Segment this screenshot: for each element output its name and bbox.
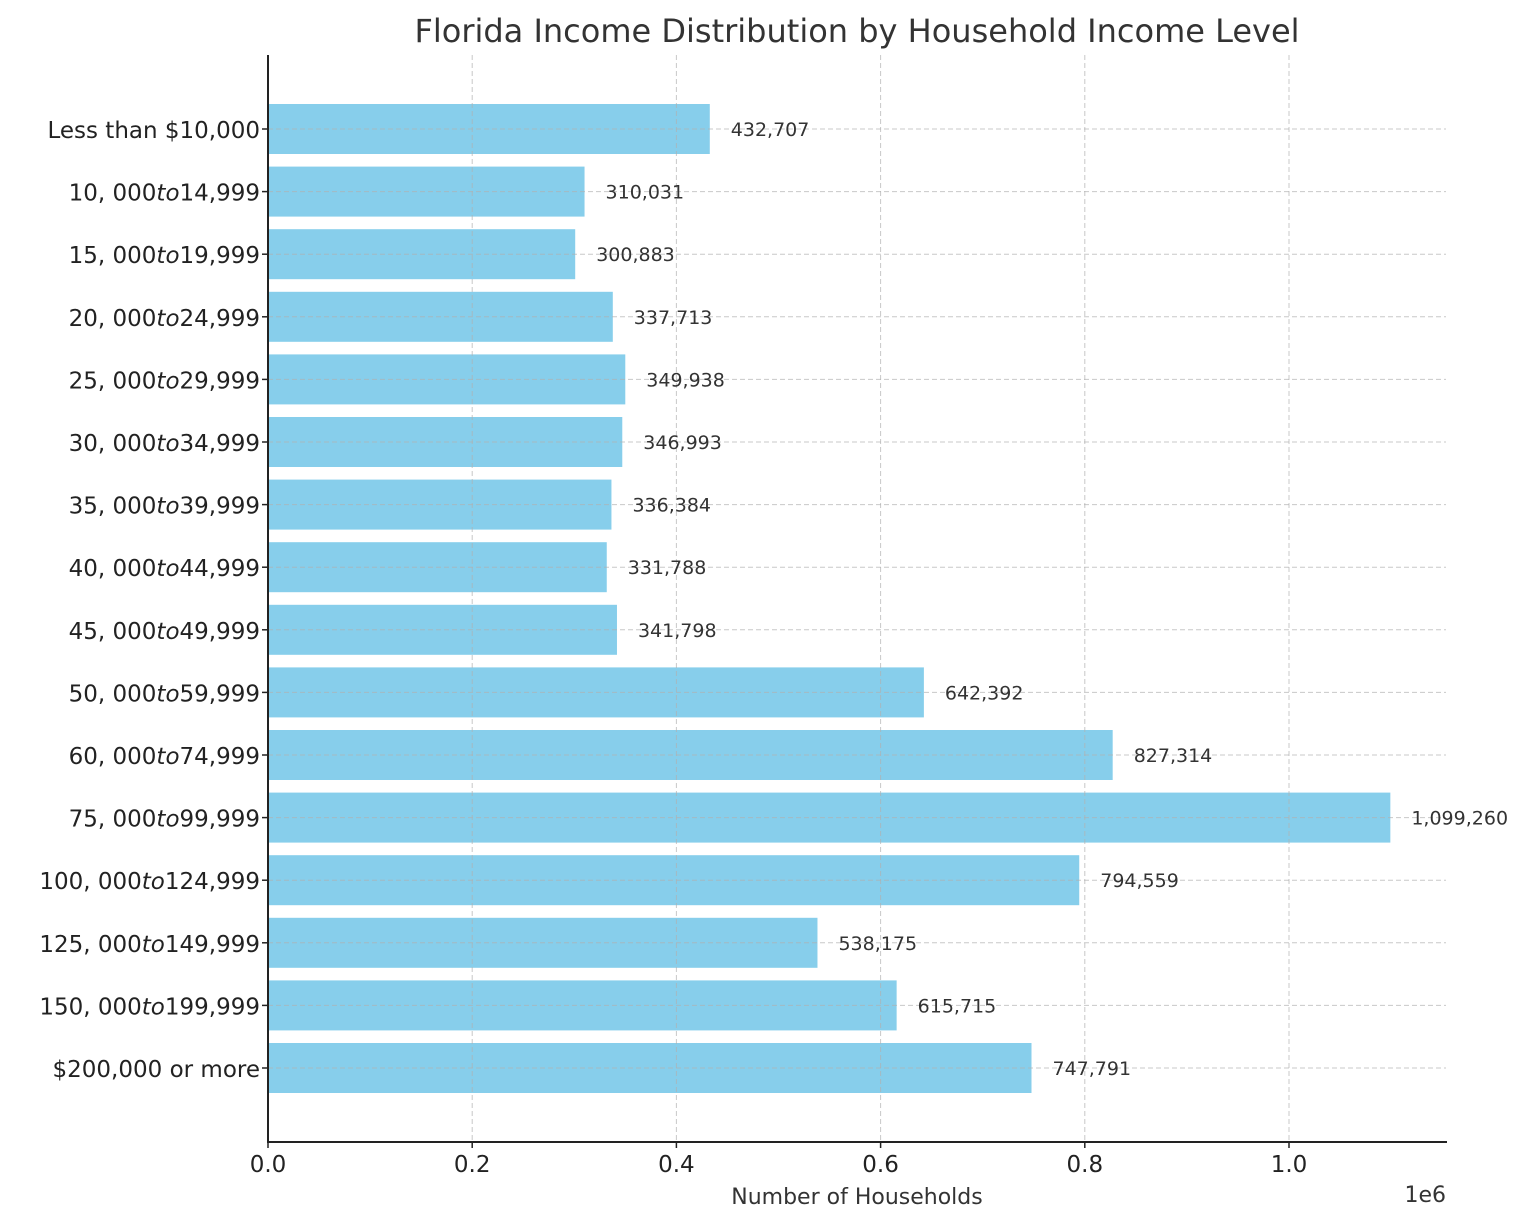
data-label: 331,788 (628, 557, 707, 579)
y-tick-label: 60, 000to74,999 (69, 744, 260, 770)
data-label: 747,791 (1052, 1058, 1131, 1080)
y-tick-label: 50, 000to59,999 (69, 681, 260, 707)
y-tick-label: $200,000 or more (53, 1057, 260, 1083)
y-tick-label: 30, 000to34,999 (69, 431, 260, 457)
data-label: 827,314 (1134, 745, 1213, 767)
data-label: 794,559 (1100, 870, 1179, 892)
y-tick-label: 45, 000to49,999 (69, 619, 260, 645)
x-tick-label: 0.2 (454, 1152, 491, 1178)
y-tick-label: 25, 000to29,999 (69, 368, 260, 394)
x-tick-label: 1.0 (1271, 1152, 1308, 1178)
data-label: 336,384 (632, 495, 711, 517)
y-tick-label: 35, 000to39,999 (69, 494, 260, 520)
y-tick-label: Less than $10,000 (47, 118, 260, 144)
data-label: 1,099,260 (1411, 808, 1508, 830)
y-tick-label: 100, 000to124,999 (39, 869, 260, 895)
y-tick-label: 10, 000to14,999 (69, 181, 260, 207)
data-label: 349,938 (646, 369, 725, 391)
x-tick-label: 0.4 (658, 1152, 695, 1178)
y-tick-label: 150, 000to199,999 (39, 994, 260, 1020)
y-tick-label: 20, 000to24,999 (69, 306, 260, 332)
y-tick-label: 15, 000to19,999 (69, 243, 260, 269)
data-label: 642,392 (945, 682, 1024, 704)
x-axis-label: Number of Households (731, 1185, 982, 1210)
data-label: 310,031 (606, 182, 685, 204)
bar (268, 166, 585, 217)
x-tick-label: 0.8 (1067, 1152, 1104, 1178)
bar (268, 730, 1113, 780)
data-label: 346,993 (643, 432, 722, 454)
chart-title: Florida Income Distribution by Household… (414, 12, 1299, 50)
data-label: 615,715 (918, 995, 997, 1017)
data-label: 432,707 (731, 119, 810, 141)
data-label: 300,883 (596, 244, 675, 266)
data-label: 341,798 (638, 620, 717, 642)
x-tick-label: 0.6 (862, 1152, 899, 1178)
y-tick-label: 75, 000to99,999 (69, 807, 260, 833)
data-label: 538,175 (838, 933, 917, 955)
x-tick-label: 0.0 (250, 1152, 287, 1178)
data-label: 337,713 (634, 307, 713, 329)
y-tick-label: 125, 000to149,999 (39, 932, 260, 958)
x-offset-label: 1e6 (1404, 1183, 1446, 1208)
y-tick-label: 40, 000to44,999 (69, 556, 260, 582)
